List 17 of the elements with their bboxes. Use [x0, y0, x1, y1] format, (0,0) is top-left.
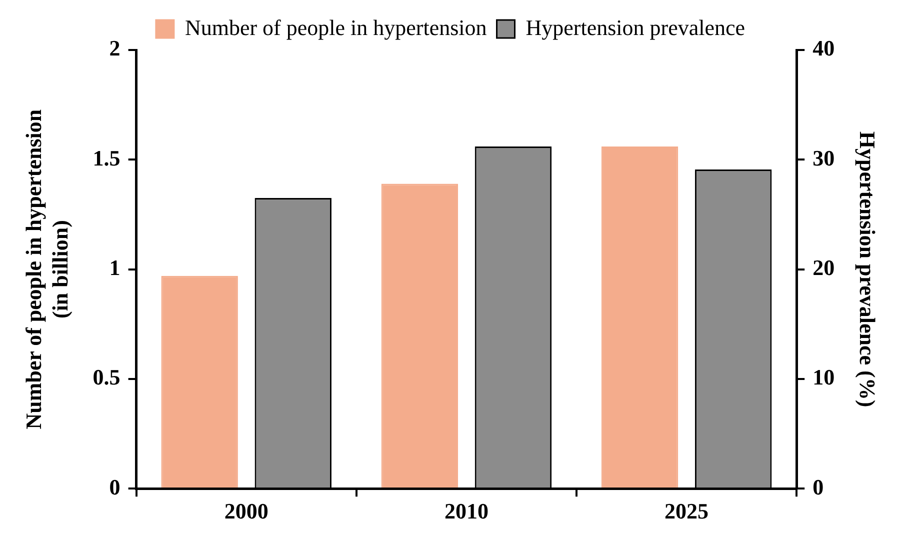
- y-tick-label: 1.5: [92, 145, 120, 170]
- x-tick-label: 2010: [444, 498, 488, 524]
- y2-tick-label: 20: [812, 254, 835, 280]
- x-tick-label: 2000: [224, 498, 268, 524]
- y-axis-title: Number of people in hypertension (in billion): [20, 109, 72, 430]
- y2-tick-label: 40: [812, 36, 835, 61]
- y-tick-label: 0.5: [92, 364, 120, 390]
- y-tick-label: 1: [109, 254, 120, 280]
- y-tick-label: 2: [109, 36, 120, 61]
- y2-axis-title: Hypertension prevalence (%): [855, 131, 880, 408]
- y2-tick-label: 10: [812, 364, 835, 390]
- legend-label: Hypertension prevalence: [526, 14, 746, 40]
- y2-tick-label: 0: [812, 474, 824, 500]
- y2-tick-label: 30: [812, 145, 835, 170]
- y-tick-label: 0: [109, 474, 120, 500]
- x-tick-label: 2025: [664, 498, 709, 524]
- legend-label: Number of people in hypertension: [184, 14, 487, 40]
